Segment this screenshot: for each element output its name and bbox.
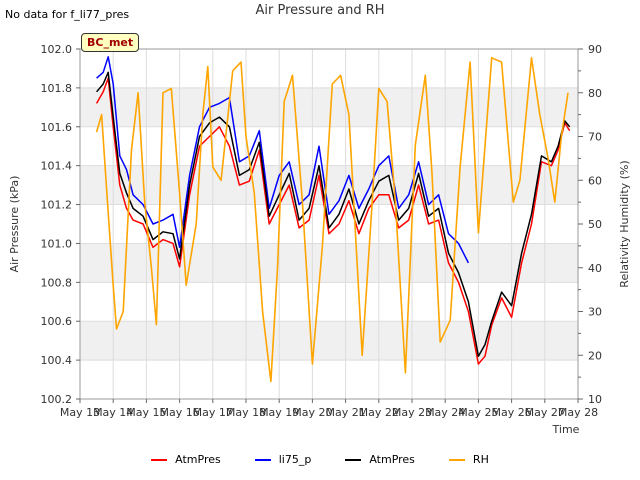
y2-axis-label: Relativity Humidity (%) [618, 160, 631, 287]
grid-band [80, 243, 578, 283]
x-tick-label: May 13 [60, 406, 100, 419]
x-tick-label: May 24 [425, 406, 465, 419]
no-data-notice: No data for f_li77_pres [5, 8, 130, 21]
chart-title: Air Pressure and RH [255, 3, 385, 18]
legend-item-atmpres-red: AtmPres [151, 453, 221, 466]
grid-band [80, 165, 578, 205]
y-tick-label: 100.2 [41, 393, 73, 406]
x-tick-label: May 15 [126, 406, 166, 419]
x-tick-label: May 17 [193, 406, 233, 419]
y-tick-label: 100.4 [41, 354, 73, 367]
legend-swatch [448, 458, 465, 461]
x-tick-label: May 22 [359, 406, 399, 419]
x-tick-label: May 18 [226, 406, 266, 419]
y-tick-label: 100.6 [41, 315, 73, 328]
y2-tick-label: 90 [588, 43, 602, 56]
x-tick-label: May 21 [325, 406, 365, 419]
series-line-atmpres-0 [95, 77, 571, 365]
x-tick-label: May 16 [159, 406, 199, 419]
x-tick-label: May 25 [458, 406, 498, 419]
y-tick-label: 102.0 [41, 43, 73, 56]
x-tick-label: May 20 [292, 406, 332, 419]
grid-band [80, 321, 578, 361]
y2-tick-label: 10 [588, 393, 602, 406]
legend-swatch [151, 458, 168, 461]
y2-tick-label: 40 [588, 262, 602, 275]
x-tick-label: May 28 [558, 406, 598, 419]
x-axis-label: Time [552, 423, 580, 436]
legend-item-li75-p: li75_p [254, 453, 312, 466]
legend-label: RH [472, 453, 489, 466]
legend-swatch [345, 458, 362, 461]
legend-item-atmpres-black: AtmPres [345, 453, 415, 466]
legend-swatch [254, 458, 271, 461]
legend-label: AtmPres [369, 453, 415, 466]
x-tick-label: May 27 [525, 406, 565, 419]
y-tick-label: 101.4 [41, 160, 73, 173]
legend: AtmPres li75_p AtmPres RH [0, 453, 640, 466]
y-tick-label: 100.8 [41, 276, 73, 289]
y-tick-label: 101.2 [41, 199, 73, 212]
y-axis-label: Air Pressure (kPa) [8, 176, 21, 273]
grid-band [80, 87, 578, 127]
y-tick-label: 101.6 [41, 121, 73, 134]
series-line-rh-3 [95, 56, 569, 383]
y2-tick-label: 60 [588, 174, 602, 187]
x-tick-label: May 14 [93, 406, 133, 419]
legend-label: AtmPres [175, 453, 221, 466]
legend-item-rh: RH [448, 453, 489, 466]
y2-tick-label: 30 [588, 306, 602, 319]
y-tick-label: 101.8 [41, 82, 73, 95]
x-tick-label: May 26 [491, 406, 531, 419]
x-tick-label: May 23 [392, 406, 432, 419]
y2-tick-label: 70 [588, 131, 602, 144]
y2-tick-label: 50 [588, 218, 602, 231]
y2-tick-label: 80 [588, 87, 602, 100]
series-line-li75_p-1 [96, 56, 470, 264]
y2-tick-label: 20 [588, 349, 602, 362]
x-tick-label: May 19 [259, 406, 299, 419]
site-badge: BC_met [81, 33, 140, 52]
y-tick-label: 101.0 [41, 237, 73, 250]
legend-label: li75_p [278, 453, 312, 466]
